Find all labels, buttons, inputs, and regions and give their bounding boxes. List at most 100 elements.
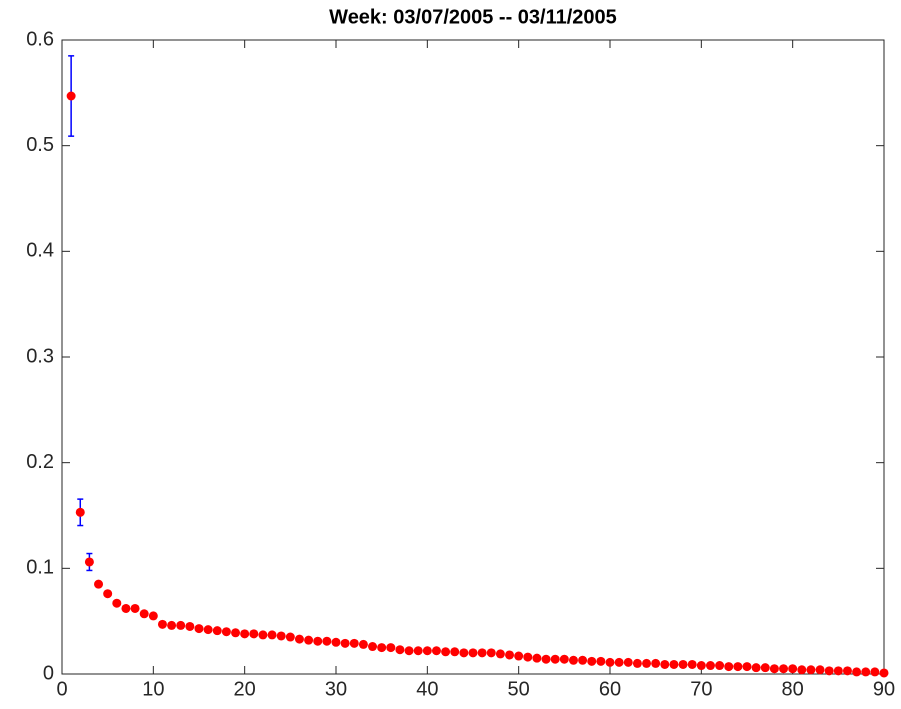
point xyxy=(249,629,259,639)
point xyxy=(861,667,871,677)
point xyxy=(733,662,743,672)
point xyxy=(322,636,332,646)
point xyxy=(623,657,633,667)
point xyxy=(340,638,350,648)
point xyxy=(66,91,76,101)
point xyxy=(103,589,113,599)
point xyxy=(148,611,158,621)
x-tick-label: 30 xyxy=(325,678,347,700)
point xyxy=(532,653,542,663)
point xyxy=(413,646,423,656)
point xyxy=(331,637,341,647)
point xyxy=(505,650,515,660)
y-tick-label: 0.5 xyxy=(26,134,54,156)
point xyxy=(815,665,825,675)
point xyxy=(112,598,122,608)
point xyxy=(167,620,177,630)
point xyxy=(760,663,770,673)
point xyxy=(185,621,195,631)
point xyxy=(523,652,533,662)
point xyxy=(568,655,578,665)
chart-title: Week: 03/07/2005 -- 03/11/2005 xyxy=(329,6,617,28)
point xyxy=(687,659,697,669)
point xyxy=(422,646,432,656)
point xyxy=(587,656,597,666)
point xyxy=(642,658,652,668)
point xyxy=(157,619,167,629)
point xyxy=(879,668,889,678)
x-tick-label: 80 xyxy=(782,678,804,700)
point xyxy=(596,656,606,666)
point xyxy=(788,664,798,674)
point xyxy=(139,609,149,619)
x-tick-label: 10 xyxy=(142,678,164,700)
point xyxy=(349,638,359,648)
x-tick-label: 70 xyxy=(690,678,712,700)
point xyxy=(358,639,368,649)
x-tick-label: 40 xyxy=(416,678,438,700)
point xyxy=(377,643,387,653)
point xyxy=(651,658,661,668)
point xyxy=(842,666,852,676)
point xyxy=(294,634,304,644)
y-tick-label: 0.3 xyxy=(26,345,54,367)
point xyxy=(870,667,880,677)
point xyxy=(724,662,734,672)
point xyxy=(486,648,496,658)
point xyxy=(75,507,85,517)
point xyxy=(313,636,323,646)
point xyxy=(514,651,524,661)
point xyxy=(84,557,94,567)
point xyxy=(304,635,314,645)
point xyxy=(441,647,451,657)
point xyxy=(212,626,222,636)
point xyxy=(477,648,487,658)
point xyxy=(824,666,834,676)
point xyxy=(176,620,186,630)
point xyxy=(431,646,441,656)
point xyxy=(806,665,816,675)
point xyxy=(852,667,862,677)
point xyxy=(559,654,569,664)
y-tick-label: 0 xyxy=(43,662,54,684)
point xyxy=(632,658,642,668)
point xyxy=(696,661,706,671)
point xyxy=(395,645,405,655)
point xyxy=(669,659,679,669)
point xyxy=(715,661,725,671)
point xyxy=(797,665,807,675)
y-tick-label: 0.1 xyxy=(26,557,54,579)
y-tick-label: 0.2 xyxy=(26,451,54,473)
x-tick-label: 50 xyxy=(508,678,530,700)
x-tick-label: 60 xyxy=(599,678,621,700)
point xyxy=(267,630,277,640)
point xyxy=(368,642,378,652)
point xyxy=(94,579,104,589)
point xyxy=(742,662,752,672)
point xyxy=(751,663,761,673)
x-tick-label: 90 xyxy=(873,678,895,700)
point xyxy=(550,654,560,664)
point xyxy=(541,654,551,664)
point xyxy=(121,603,131,613)
point xyxy=(203,625,213,635)
plot-box xyxy=(61,39,885,675)
point xyxy=(660,659,670,669)
point xyxy=(705,661,715,671)
point xyxy=(495,649,505,659)
point xyxy=(614,657,624,667)
point xyxy=(450,647,460,657)
point xyxy=(258,630,268,640)
point xyxy=(779,664,789,674)
point xyxy=(769,664,779,674)
point xyxy=(194,624,204,634)
y-tick-label: 0.6 xyxy=(26,28,54,50)
point xyxy=(678,659,688,669)
point xyxy=(459,648,469,658)
x-tick-label: 20 xyxy=(234,678,256,700)
point xyxy=(130,603,140,613)
point xyxy=(833,666,843,676)
point xyxy=(285,632,295,642)
point xyxy=(276,631,286,641)
